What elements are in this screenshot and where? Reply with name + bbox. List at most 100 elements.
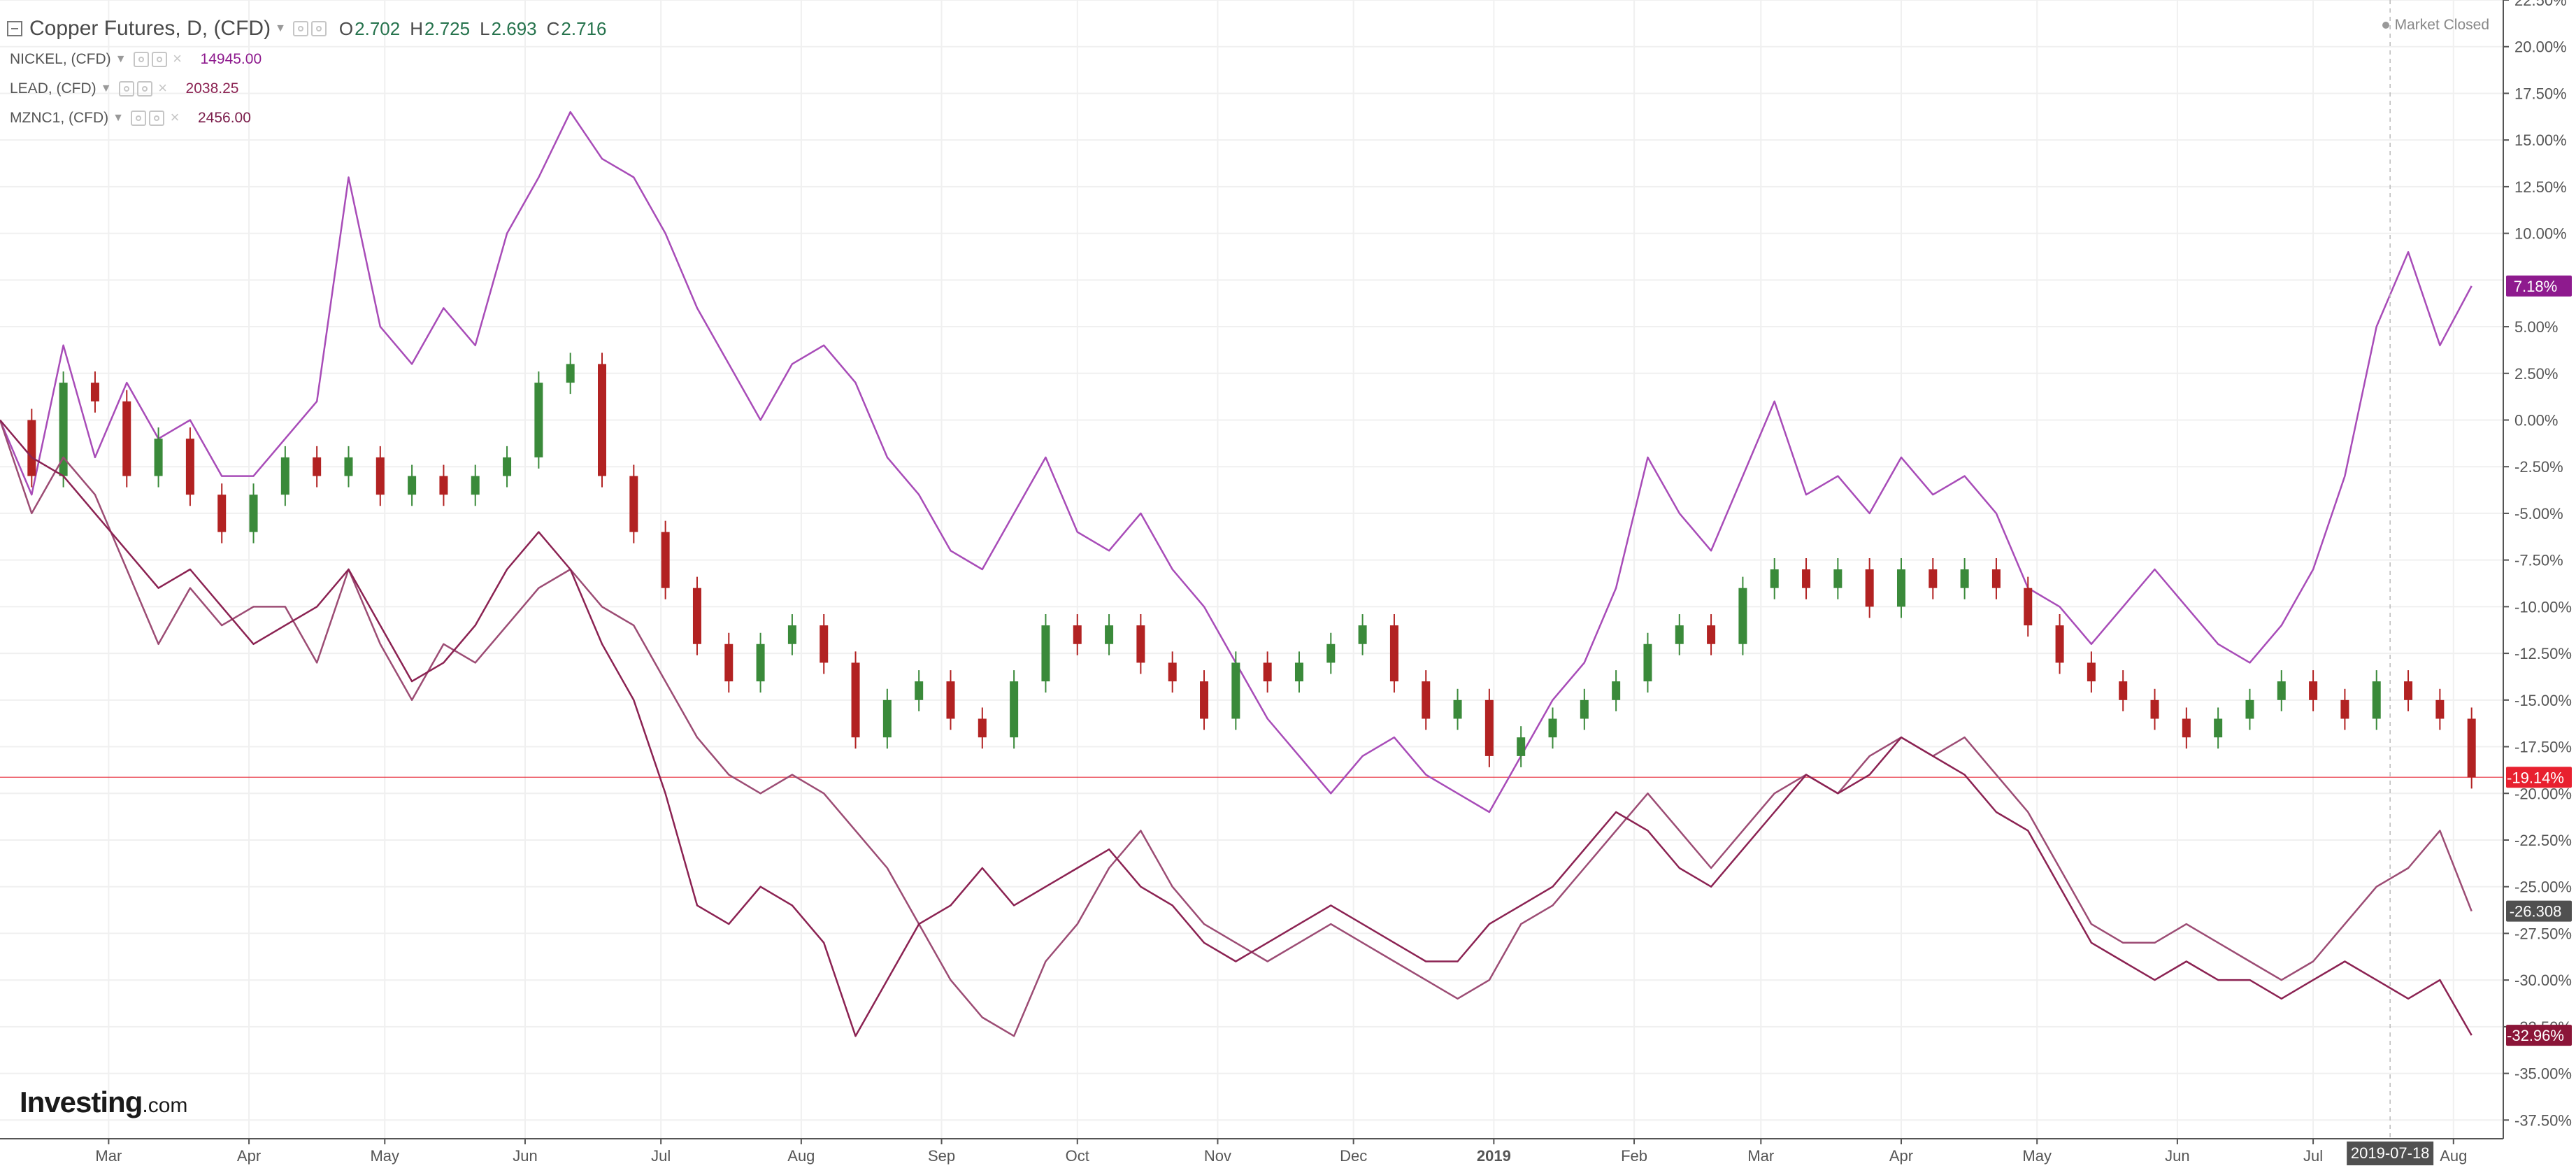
legend-overlay-lead: LEAD, (CFD) ▼ × 2038.25 — [7, 74, 607, 104]
candle-body — [1675, 625, 1684, 644]
y-tick-label: -5.00% — [2514, 505, 2563, 522]
x-tick-label: Aug — [2440, 1147, 2467, 1165]
y-tick-label: -7.50% — [2514, 552, 2563, 569]
candle-body — [1136, 625, 1145, 663]
candle-body — [1358, 625, 1367, 644]
candle-body — [280, 457, 289, 495]
candle-body — [1326, 644, 1336, 663]
close-icon[interactable]: × — [170, 108, 180, 126]
candle-body — [408, 476, 417, 495]
value-badge-text: -19.14% — [2507, 769, 2564, 786]
overlay-label[interactable]: NICKEL, (CFD) — [10, 51, 111, 67]
close-icon[interactable]: × — [158, 79, 167, 97]
y-tick-label: -22.50% — [2514, 832, 2572, 849]
y-tick-label: 2.50% — [2514, 365, 2558, 383]
candle-body — [2404, 681, 2413, 700]
x-tick-label: Oct — [1066, 1147, 1089, 1165]
candle-body — [2182, 718, 2191, 738]
market-status: Market Closed — [2382, 17, 2489, 34]
date-badge — [2347, 1142, 2434, 1165]
high-label: H — [410, 17, 424, 39]
overlay-label[interactable]: LEAD, (CFD) — [10, 80, 96, 97]
gear-icon[interactable] — [149, 111, 164, 126]
candle-body — [756, 644, 765, 682]
candle-body — [1960, 569, 1969, 588]
candle-body — [1612, 681, 1621, 700]
legend-main: Copper Futures, D, (CFD) ▼ O 2.702 H 2.725… — [7, 13, 607, 45]
value-badge — [2506, 1025, 2572, 1046]
series-line — [0, 420, 2473, 1037]
candle-body — [2119, 681, 2128, 700]
chevron-down-icon[interactable]: ▼ — [115, 53, 127, 65]
candle-body — [1738, 588, 1747, 644]
candle-body — [2245, 699, 2254, 719]
x-tick-label: Jul — [2303, 1147, 2323, 1165]
eye-icon[interactable] — [118, 81, 134, 97]
gear-icon[interactable] — [151, 52, 167, 67]
candle-body — [946, 681, 955, 719]
gear-icon[interactable] — [310, 21, 327, 36]
candle-body — [90, 383, 99, 401]
candle-body — [787, 625, 796, 644]
candle-body — [1896, 569, 1905, 607]
legend-overlay-mznc1: MZNC1, (CFD) ▼ × 2456.00 — [7, 104, 607, 133]
status-dot-icon — [2382, 22, 2389, 29]
overlay-label[interactable]: MZNC1, (CFD) — [10, 110, 109, 126]
candle-body — [439, 476, 448, 495]
x-tick-label: Mar — [1747, 1147, 1774, 1165]
candle-body — [2150, 699, 2159, 719]
candle-body — [1453, 699, 1462, 719]
candle-body — [598, 364, 607, 476]
y-tick-label: 17.50% — [2514, 85, 2567, 102]
value-badge — [2506, 900, 2572, 922]
candle-body — [1263, 662, 1272, 682]
open-label: O — [338, 17, 354, 39]
y-tick-label: -10.00% — [2514, 598, 2572, 616]
chevron-down-icon[interactable]: ▼ — [100, 83, 112, 94]
candle-body — [2024, 588, 2033, 626]
legend-overlay-nickel: NICKEL, (CFD) ▼ × 14945.00 — [7, 45, 607, 74]
y-tick-label: -30.00% — [2514, 972, 2572, 989]
candle-body — [851, 662, 860, 738]
collapse-icon[interactable] — [7, 21, 22, 36]
open-value: 2.702 — [355, 17, 401, 39]
value-badge — [2506, 767, 2572, 788]
candle-body — [1865, 569, 1874, 607]
chevron-down-icon[interactable]: ▼ — [113, 112, 124, 124]
candle-body — [185, 439, 194, 495]
investing-logo: Investing .com — [20, 1086, 187, 1119]
candle-body — [661, 532, 670, 588]
x-tick-label: Sep — [928, 1147, 955, 1165]
candle-body — [249, 495, 258, 532]
candle-body — [1231, 662, 1240, 719]
candle-body — [154, 439, 163, 476]
x-tick-label: Aug — [787, 1147, 815, 1165]
candle-body — [978, 718, 987, 738]
x-tick-label: Mar — [95, 1147, 122, 1165]
main-symbol-title[interactable]: Copper Futures, D, (CFD) — [29, 17, 271, 40]
eye-icon[interactable] — [133, 52, 149, 67]
eye-icon[interactable] — [131, 111, 146, 126]
y-tick-label: 10.00% — [2514, 225, 2567, 243]
candle-body — [1643, 644, 1652, 682]
y-tick-label: 15.00% — [2514, 131, 2567, 149]
value-badge-text: -32.96% — [2507, 1027, 2564, 1044]
eye-icon[interactable] — [292, 21, 308, 36]
candle-body — [1580, 699, 1589, 719]
date-badge-text: 2019-07-18 — [2351, 1144, 2430, 1162]
chevron-down-icon[interactable]: ▼ — [275, 22, 286, 34]
close-label: C — [546, 17, 560, 39]
x-tick-label: 2019 — [1477, 1147, 1511, 1165]
candle-body — [1929, 569, 1938, 588]
x-tick-label: Nov — [1204, 1147, 1231, 1165]
candle-body — [1389, 625, 1398, 682]
close-icon[interactable]: × — [173, 50, 182, 67]
candle-body — [375, 457, 385, 495]
y-tick-label: -12.50% — [2514, 645, 2572, 662]
gear-icon[interactable] — [136, 81, 152, 97]
candle-body — [2467, 718, 2476, 778]
x-tick-label: May — [370, 1147, 399, 1165]
candle-body — [1517, 737, 1526, 756]
